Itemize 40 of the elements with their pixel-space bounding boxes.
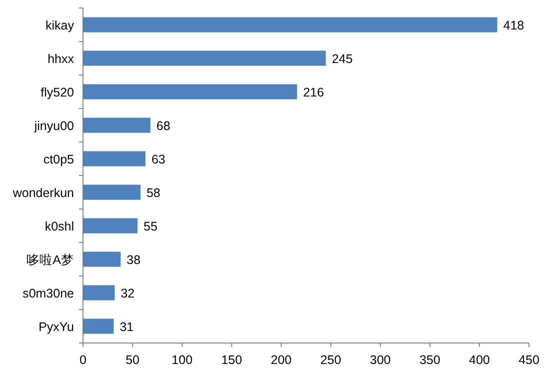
data-label: 31 bbox=[120, 320, 134, 334]
y-tick-label: jinyu00 bbox=[33, 118, 74, 133]
y-tick-label: kikay bbox=[46, 18, 75, 32]
bar bbox=[83, 218, 138, 234]
bar bbox=[83, 17, 498, 32]
data-label: 245 bbox=[332, 52, 353, 66]
x-tick-label: 250 bbox=[320, 353, 342, 367]
data-label: 63 bbox=[151, 152, 166, 166]
bar bbox=[83, 118, 150, 133]
y-tick-label: PyxYu bbox=[38, 320, 74, 334]
data-label: 55 bbox=[144, 219, 158, 234]
x-tick-label: 150 bbox=[221, 353, 242, 367]
bar bbox=[83, 151, 146, 166]
data-label: 68 bbox=[156, 118, 170, 133]
data-label: 216 bbox=[303, 85, 324, 100]
y-tick-label: 哆啦A梦 bbox=[26, 252, 74, 267]
x-tick-label: 400 bbox=[469, 353, 490, 367]
bar bbox=[83, 252, 121, 267]
bar bbox=[83, 84, 298, 100]
bar bbox=[83, 184, 140, 200]
data-label: 32 bbox=[120, 286, 135, 300]
data-label: 38 bbox=[126, 252, 141, 267]
y-tick-label: ct0p5 bbox=[43, 152, 74, 166]
bar bbox=[83, 50, 326, 66]
data-label: 58 bbox=[146, 186, 160, 200]
y-tick-label: hhxx bbox=[48, 52, 75, 66]
y-tick-label: wonderkun bbox=[12, 186, 74, 200]
y-tick-label: k0shl bbox=[44, 219, 74, 234]
data-label: 418 bbox=[503, 18, 524, 32]
x-tick-label: 350 bbox=[419, 353, 440, 367]
y-tick-label: s0m30ne bbox=[22, 286, 74, 300]
x-tick-label: 300 bbox=[370, 353, 391, 367]
x-tick-label: 50 bbox=[126, 353, 140, 367]
x-tick-label: 0 bbox=[80, 353, 87, 367]
x-tick-label: 200 bbox=[270, 353, 292, 367]
x-tick-label: 450 bbox=[518, 353, 540, 367]
y-tick-label: fly520 bbox=[40, 85, 74, 100]
bar bbox=[83, 285, 115, 300]
x-tick-label: 100 bbox=[172, 353, 193, 367]
bar bbox=[83, 318, 114, 334]
